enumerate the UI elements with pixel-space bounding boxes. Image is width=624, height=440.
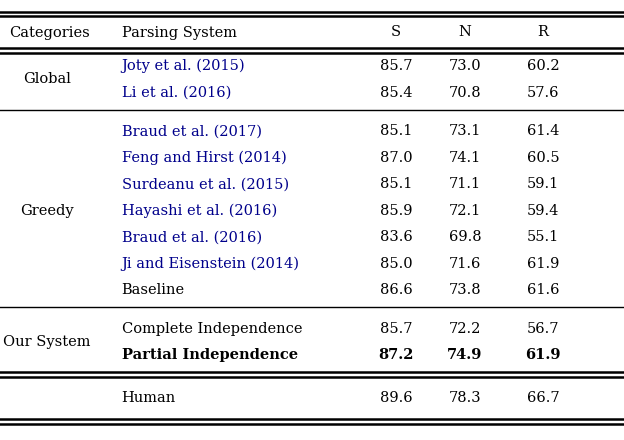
Text: Global: Global <box>23 73 71 87</box>
Text: Braud et al. (2016): Braud et al. (2016) <box>122 230 262 244</box>
Text: Hayashi et al. (2016): Hayashi et al. (2016) <box>122 204 277 218</box>
Text: 59.4: 59.4 <box>527 204 559 218</box>
Text: 86.6: 86.6 <box>380 283 412 297</box>
Text: 61.6: 61.6 <box>527 283 559 297</box>
Text: S: S <box>391 26 401 40</box>
Text: 89.6: 89.6 <box>380 391 412 405</box>
Text: Li et al. (2016): Li et al. (2016) <box>122 86 231 100</box>
Text: Parsing System: Parsing System <box>122 26 236 40</box>
Text: 57.6: 57.6 <box>527 86 559 100</box>
Text: Feng and Hirst (2014): Feng and Hirst (2014) <box>122 150 286 165</box>
Text: 55.1: 55.1 <box>527 230 559 244</box>
Text: N: N <box>459 26 471 40</box>
Text: 60.2: 60.2 <box>527 59 559 73</box>
Text: 66.7: 66.7 <box>527 391 559 405</box>
Text: 61.4: 61.4 <box>527 124 559 138</box>
Text: 73.1: 73.1 <box>449 124 481 138</box>
Text: 85.1: 85.1 <box>380 177 412 191</box>
Text: 83.6: 83.6 <box>380 230 412 244</box>
Text: Our System: Our System <box>3 335 90 349</box>
Text: 85.9: 85.9 <box>380 204 412 218</box>
Text: 72.1: 72.1 <box>449 204 481 218</box>
Text: 78.3: 78.3 <box>449 391 481 405</box>
Text: Baseline: Baseline <box>122 283 185 297</box>
Text: Human: Human <box>122 391 176 405</box>
Text: 71.6: 71.6 <box>449 257 481 271</box>
Text: 74.1: 74.1 <box>449 151 481 165</box>
Text: R: R <box>537 26 548 40</box>
Text: Complete Independence: Complete Independence <box>122 322 302 336</box>
Text: Joty et al. (2015): Joty et al. (2015) <box>122 59 245 73</box>
Text: 85.7: 85.7 <box>380 59 412 73</box>
Text: 73.0: 73.0 <box>449 59 481 73</box>
Text: 70.8: 70.8 <box>449 86 481 100</box>
Text: 72.2: 72.2 <box>449 322 481 336</box>
Text: 73.8: 73.8 <box>449 283 481 297</box>
Text: 87.2: 87.2 <box>379 348 414 362</box>
Text: 56.7: 56.7 <box>527 322 559 336</box>
Text: Braud et al. (2017): Braud et al. (2017) <box>122 124 261 138</box>
Text: Partial Independence: Partial Independence <box>122 348 298 362</box>
Text: 61.9: 61.9 <box>525 348 560 362</box>
Text: 85.1: 85.1 <box>380 124 412 138</box>
Text: 59.1: 59.1 <box>527 177 559 191</box>
Text: 85.7: 85.7 <box>380 322 412 336</box>
Text: 87.0: 87.0 <box>380 151 412 165</box>
Text: Surdeanu et al. (2015): Surdeanu et al. (2015) <box>122 177 289 191</box>
Text: Greedy: Greedy <box>20 204 74 218</box>
Text: 60.5: 60.5 <box>527 151 559 165</box>
Text: Ji and Eisenstein (2014): Ji and Eisenstein (2014) <box>122 257 300 271</box>
Text: 61.9: 61.9 <box>527 257 559 271</box>
Text: Categories: Categories <box>9 26 90 40</box>
Text: 74.9: 74.9 <box>447 348 482 362</box>
Text: 69.8: 69.8 <box>449 230 481 244</box>
Text: 71.1: 71.1 <box>449 177 481 191</box>
Text: 85.0: 85.0 <box>380 257 412 271</box>
Text: 85.4: 85.4 <box>380 86 412 100</box>
